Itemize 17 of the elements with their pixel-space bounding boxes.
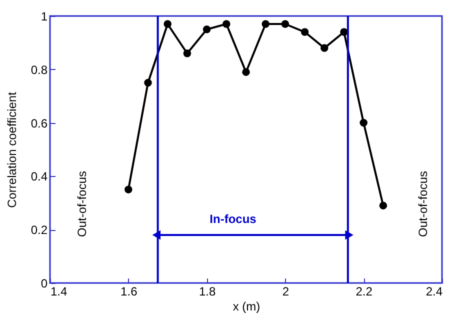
annotation: Out-of-focus	[416, 170, 430, 238]
y-tick-label: 0.8	[30, 62, 48, 77]
x-tick-label: 2.4	[426, 284, 443, 298]
x-tick-label: 1.8	[198, 284, 216, 298]
x-tick-label: 2.2	[356, 284, 373, 298]
x-axis-title: x (m)	[232, 300, 260, 314]
y-tick-label: 0.4	[30, 170, 48, 184]
annotation: Out-of-focus	[75, 170, 89, 238]
annotation: In-focus	[210, 212, 257, 226]
y-tick-label: 0.2	[30, 223, 48, 238]
x-tick-label: 1.6	[120, 284, 138, 298]
y-axis-title: Correlation coefficient	[4, 91, 19, 208]
x-tick-label: 2	[282, 284, 290, 298]
y-tick-label: 1	[40, 10, 48, 24]
y-tick-label: 0	[40, 276, 48, 290]
y-tick-label: 0.6	[30, 116, 48, 130]
x-tick-label: 1.4	[50, 284, 68, 298]
